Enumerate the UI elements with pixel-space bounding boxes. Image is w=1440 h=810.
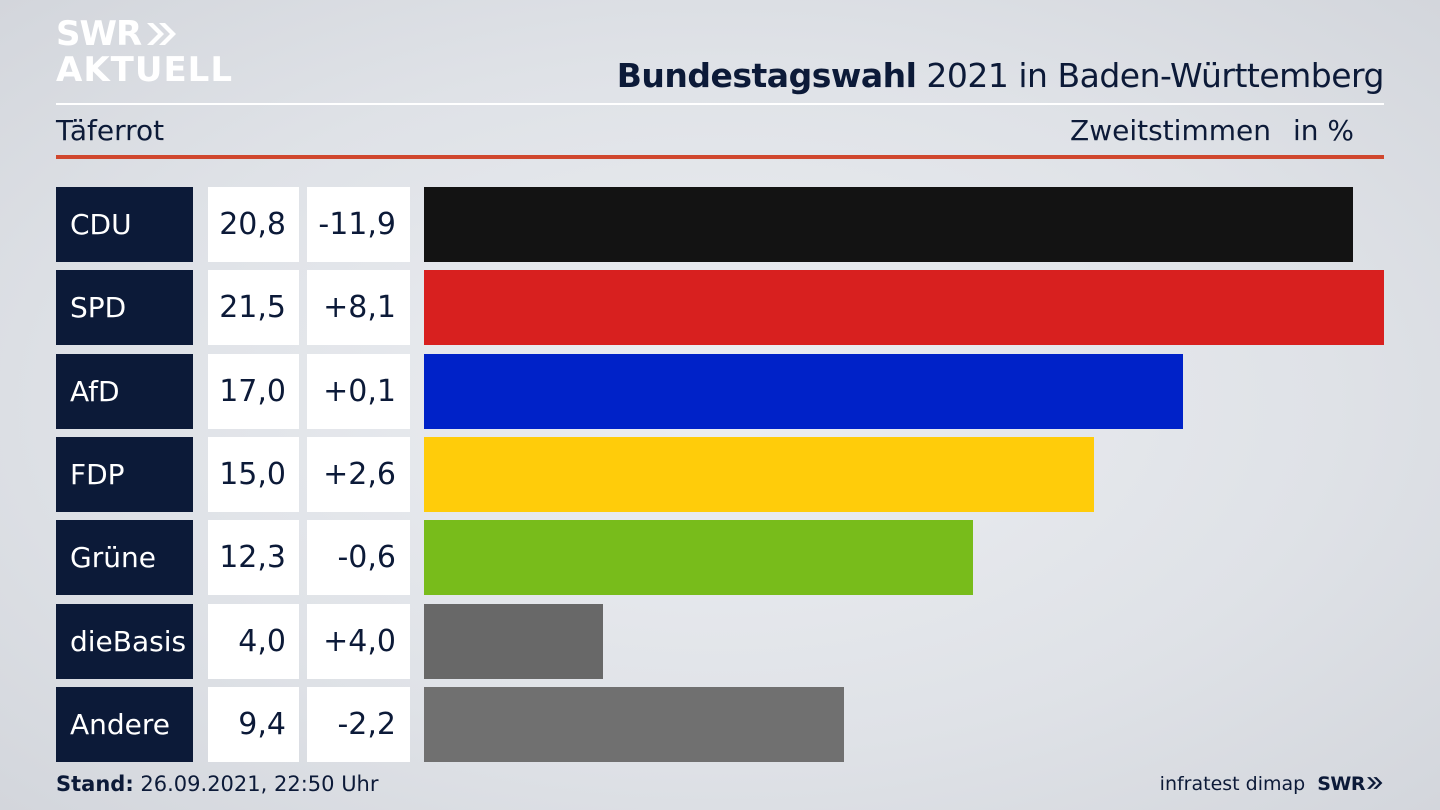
vote-share-bar — [424, 270, 1384, 345]
vote-change-value: +8,1 — [307, 270, 410, 345]
vote-change-value: +2,6 — [307, 437, 410, 512]
party-label: Andere — [56, 687, 193, 762]
stand-label: Stand: — [56, 772, 134, 796]
title-rest: 2021 in Baden-Württemberg — [926, 56, 1384, 95]
source-label: infratest dimap — [1159, 773, 1306, 795]
header-divider — [56, 103, 1384, 105]
swr-footer-logo: SWR — [1317, 773, 1384, 795]
vote-change-value: -0,6 — [307, 520, 410, 595]
vote-share-bar — [424, 520, 973, 595]
swr-footer-text: SWR — [1317, 773, 1365, 795]
vote-share-bar — [424, 187, 1353, 262]
double-chevron-icon — [1367, 777, 1383, 789]
vote-share-bar — [424, 687, 844, 762]
measure-name: Zweitstimmen — [1070, 114, 1271, 147]
vote-share-value: 12,3 — [208, 520, 299, 595]
party-label: CDU — [56, 187, 193, 262]
vote-change-value: -11,9 — [307, 187, 410, 262]
party-label: AfD — [56, 354, 193, 429]
unit-label: in % — [1292, 114, 1354, 147]
accent-divider — [56, 155, 1384, 159]
source-credit: infratest dimap SWR — [1160, 773, 1384, 795]
party-label: SPD — [56, 270, 193, 345]
vote-share-bar — [424, 437, 1094, 512]
chart-title: Bundestagswahl 2021 in Baden-Württemberg — [616, 56, 1385, 95]
logo-swr-text: SWR — [56, 14, 142, 54]
party-label: Grüne — [56, 520, 193, 595]
party-label: dieBasis — [56, 604, 193, 679]
vote-share-value: 21,5 — [208, 270, 299, 345]
vote-share-bar — [424, 354, 1183, 429]
party-label: FDP — [56, 437, 193, 512]
vote-share-value: 17,0 — [208, 354, 299, 429]
vote-share-value: 20,8 — [208, 187, 299, 262]
vote-change-value: +4,0 — [307, 604, 410, 679]
swr-aktuell-logo: SWR AKTUELL — [56, 16, 233, 88]
vote-share-value: 9,4 — [208, 687, 299, 762]
title-bold: Bundestagswahl — [616, 56, 917, 95]
logo-aktuell-text: AKTUELL — [56, 50, 234, 90]
region-label: Täferrot — [56, 114, 165, 147]
vote-share-bar — [424, 604, 603, 679]
stand-value: 26.09.2021, 22:50 Uhr — [140, 772, 379, 796]
vote-share-value: 15,0 — [208, 437, 299, 512]
vote-change-value: -2,2 — [307, 687, 410, 762]
timestamp: Stand: 26.09.2021, 22:50 Uhr — [56, 772, 379, 796]
double-chevron-icon — [147, 23, 177, 45]
measure-label: Zweitstimmen in % — [1070, 114, 1354, 147]
vote-change-value: +0,1 — [307, 354, 410, 429]
vote-share-value: 4,0 — [208, 604, 299, 679]
